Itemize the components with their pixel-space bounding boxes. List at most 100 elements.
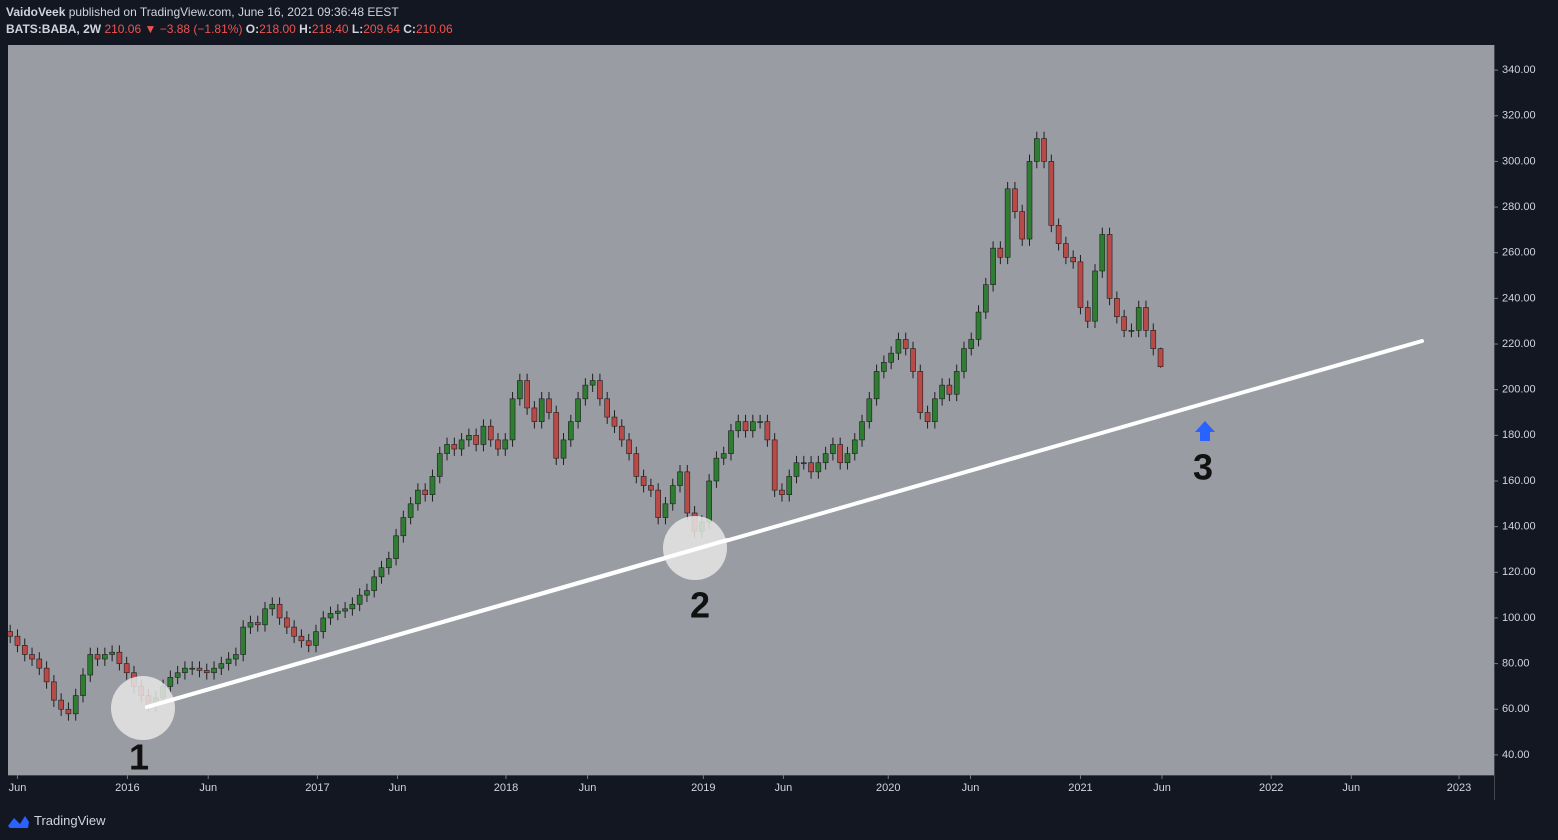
- candle-body: [597, 380, 603, 400]
- candle-body: [742, 421, 749, 432]
- candle-body: [182, 667, 188, 674]
- x-tick-label: 2018: [494, 782, 518, 794]
- candle-body: [786, 476, 793, 495]
- candle-body: [655, 489, 661, 518]
- candle-body: [1135, 307, 1142, 331]
- candle-body: [473, 435, 479, 445]
- candle-body: [713, 457, 720, 482]
- candle-body: [1157, 348, 1164, 368]
- candle-body: [1070, 256, 1076, 263]
- candle-body: [633, 453, 640, 477]
- candle-body: [371, 576, 378, 591]
- x-tick-label: 2019: [691, 782, 715, 794]
- candle-body: [815, 462, 822, 473]
- annotation: 3: [1193, 447, 1213, 488]
- candle-body: [946, 384, 953, 395]
- y-tick-label: 280.00: [1502, 201, 1536, 213]
- publish-info: published on TradingView.com, June 16, 2…: [68, 5, 399, 19]
- candle-body: [269, 603, 276, 610]
- publish-line: VaidoVeek published on TradingView.com, …: [6, 5, 399, 19]
- candle-body: [881, 361, 887, 372]
- candle-body: [247, 622, 254, 628]
- y-tick-label: 80.00: [1502, 658, 1530, 670]
- candle-body: [750, 421, 756, 432]
- x-tick-label: Jun: [1153, 782, 1171, 794]
- candle-body: [902, 339, 909, 349]
- candle-body: [859, 421, 865, 441]
- y-tick-label: 100.00: [1502, 612, 1536, 624]
- candle-body: [735, 421, 742, 432]
- candle-body: [29, 654, 35, 660]
- candle-body: [14, 635, 21, 646]
- candle-body: [640, 476, 647, 486]
- candle-body: [393, 535, 399, 559]
- candle-body: [1084, 307, 1091, 322]
- candle-body: [364, 590, 370, 596]
- candle-body: [298, 635, 305, 642]
- candle-body: [72, 695, 79, 715]
- candle-body: [342, 608, 348, 612]
- candle-body: [196, 667, 203, 671]
- symbol: BATS:BABA, 2W: [6, 22, 102, 36]
- x-tick-label: 2016: [115, 782, 139, 794]
- candle-body: [327, 613, 334, 619]
- candle-body: [1077, 261, 1084, 308]
- candle-body: [837, 444, 843, 464]
- candle-body: [65, 708, 72, 715]
- x-tick-label: Jun: [389, 782, 407, 794]
- candle-body: [830, 444, 836, 454]
- candle-body: [36, 658, 43, 669]
- high-label: H:: [299, 22, 312, 36]
- candle-body: [924, 412, 931, 422]
- candle-body: [669, 485, 676, 505]
- candle-body: [415, 489, 421, 505]
- candle-body: [1019, 211, 1026, 240]
- y-tick-label: 260.00: [1502, 247, 1536, 259]
- candle-body: [203, 670, 210, 674]
- candle-body: [888, 352, 894, 363]
- candle-body: [1106, 234, 1113, 299]
- candle-body: [167, 677, 174, 687]
- candle-body: [568, 421, 574, 441]
- candle-body: [604, 398, 611, 418]
- author: VaidoVeek: [6, 5, 66, 19]
- trendline-over: [145, 538, 729, 709]
- candle-body: [648, 485, 654, 491]
- candle-body: [429, 476, 436, 495]
- candle-body: [233, 654, 239, 660]
- candle-body: [254, 622, 261, 626]
- candle-body: [1055, 225, 1062, 244]
- candle-body: [1041, 138, 1047, 162]
- x-tick-label: Jun: [1342, 782, 1360, 794]
- candle-body: [917, 371, 924, 413]
- x-tick-label: Jun: [9, 782, 27, 794]
- candle-body: [1026, 161, 1033, 240]
- candle-body: [87, 654, 94, 676]
- candle-body: [116, 651, 123, 664]
- candle-body: [1063, 243, 1069, 258]
- candle-body: [1099, 234, 1106, 272]
- candle-body: [582, 384, 589, 400]
- high: 218.40: [311, 22, 349, 36]
- candle-body: [480, 425, 487, 445]
- candle-body: [779, 489, 785, 495]
- axes: 40.00 60.00 80.00 100.00 120.00 140.00 160.00 1…: [9, 64, 1536, 794]
- candle-body: [451, 444, 458, 450]
- candle-body: [385, 558, 392, 569]
- plot-area: [8, 45, 1494, 775]
- candle-body: [1092, 270, 1098, 322]
- candle-body: [1128, 330, 1135, 332]
- candle-body: [1143, 307, 1149, 331]
- candle-body: [589, 380, 596, 386]
- candle-body: [123, 663, 130, 674]
- symbol-line: BATS:BABA, 2W 210.06 ▼ −3.88 (−1.81%) O:…: [6, 22, 453, 36]
- candle-body: [495, 439, 501, 450]
- candle-body: [211, 667, 217, 674]
- candle-body: [975, 311, 982, 340]
- candle-body: [1033, 138, 1040, 162]
- change: ▼ −3.88 (−1.81%): [144, 22, 243, 36]
- candle-body: [939, 384, 945, 400]
- x-tick-label: Jun: [775, 782, 793, 794]
- candle-body: [218, 663, 225, 669]
- candle-body: [677, 471, 683, 486]
